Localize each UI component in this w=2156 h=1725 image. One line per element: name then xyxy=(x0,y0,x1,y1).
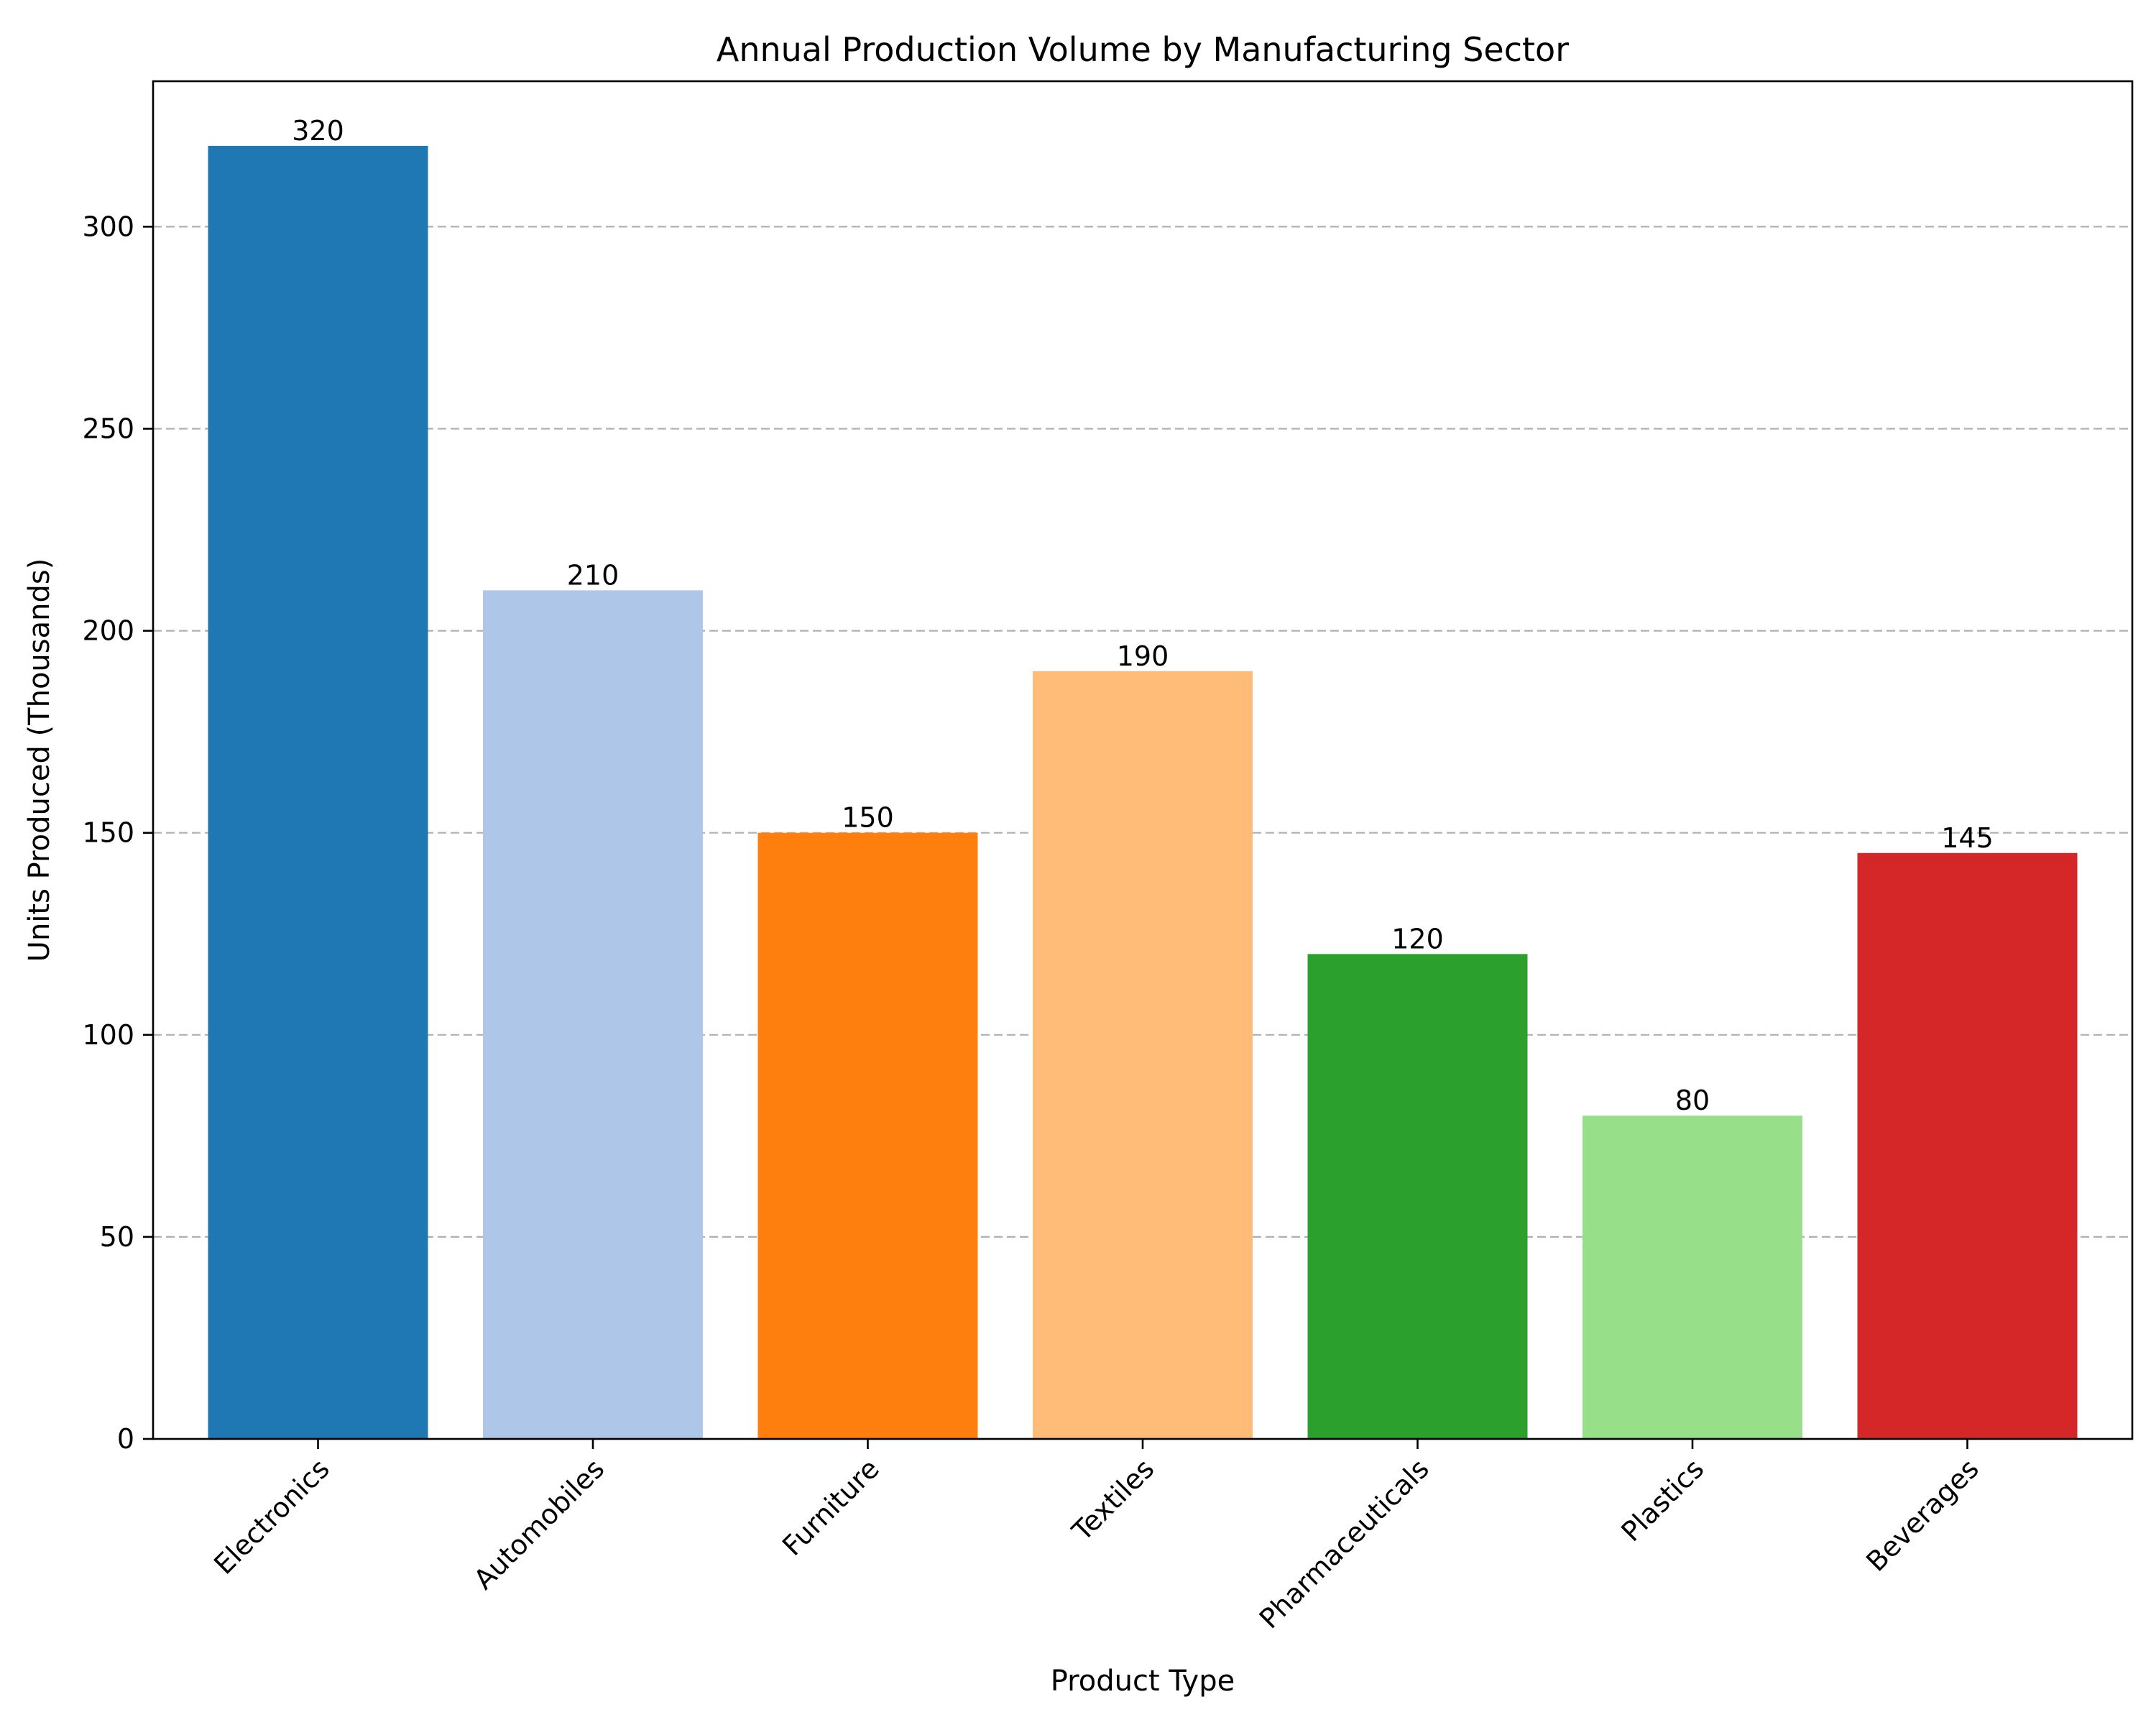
bar-furniture xyxy=(757,832,978,1439)
y-axis: 0 50 100 150 200 250 300 xyxy=(82,211,153,1455)
chart-title: Annual Production Volume by Manufacturin… xyxy=(717,30,1569,69)
bar-automobiles xyxy=(483,590,703,1439)
bar-value-label: 150 xyxy=(842,802,894,834)
x-axis-title: Product Type xyxy=(1051,1665,1235,1698)
y-tick-label: 50 xyxy=(100,1221,134,1253)
y-axis-title: Units Produced (Thousands) xyxy=(23,558,56,962)
bar-value-label: 320 xyxy=(292,115,344,147)
bars xyxy=(208,145,2078,1440)
bar-value-label: 80 xyxy=(1675,1085,1710,1116)
y-tick-label: 100 xyxy=(82,1019,134,1051)
bar-value-label: 145 xyxy=(1941,822,1994,854)
bar-value-label: 190 xyxy=(1117,640,1169,672)
bar-textiles xyxy=(1033,671,1253,1440)
bar-electronics xyxy=(208,145,428,1439)
y-tick-label: 0 xyxy=(117,1423,134,1455)
y-tick-label: 200 xyxy=(82,615,134,647)
bar-beverages xyxy=(1857,852,2078,1439)
bar-value-label: 210 xyxy=(567,559,619,591)
bar-value-label: 120 xyxy=(1391,923,1444,954)
bar-plastics xyxy=(1583,1116,1802,1439)
bar-pharmaceuticals xyxy=(1307,954,1528,1439)
bar-value-labels: 320 210 150 190 120 80 145 xyxy=(292,115,1994,1116)
y-tick-label: 250 xyxy=(82,413,134,444)
y-tick-label: 150 xyxy=(82,817,134,849)
y-tick-label: 300 xyxy=(82,211,134,242)
